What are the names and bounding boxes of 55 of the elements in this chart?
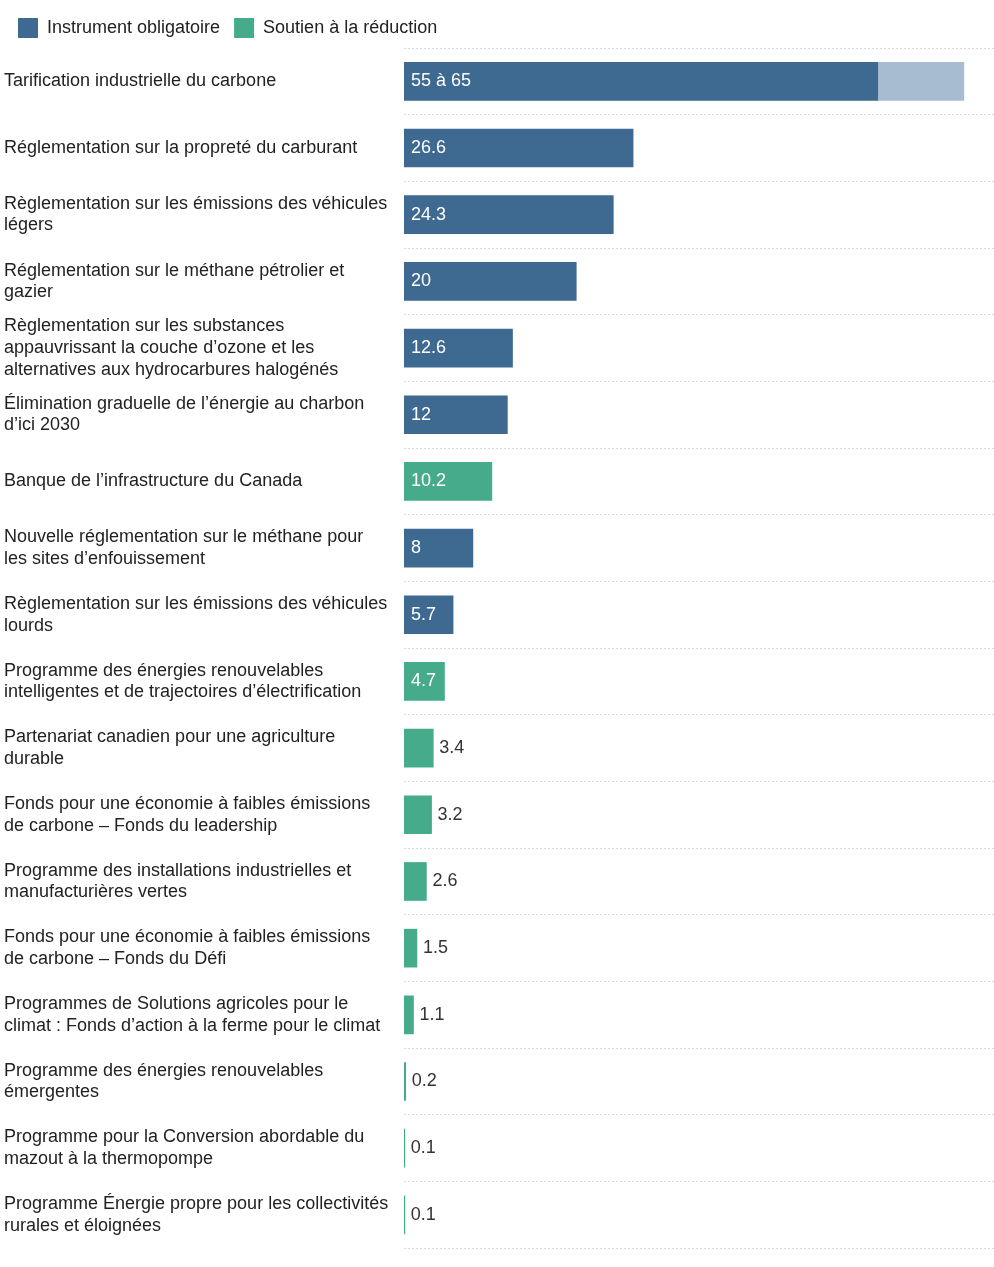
bar <box>404 262 577 301</box>
y-tick-label: Règlementation sur les substances appauvrissant la couche d’ozone et les alternatives aux hydrocarbures halogénés <box>4 315 339 379</box>
data-label: 20 <box>411 270 432 291</box>
bar <box>404 662 445 701</box>
y-tick-label: Réglementation sur le méthane pétrolier et gazier <box>4 259 345 302</box>
y-tick-label: Nouvelle réglementation sur le méthane pour les sites d’enfouissement <box>4 526 364 568</box>
y-tick-label: Programme pour la Conversion abordable du mazout à la thermopompe <box>4 1126 365 1168</box>
bar <box>404 395 508 435</box>
data-label: 24.3 <box>411 203 447 224</box>
bar <box>404 328 513 368</box>
bar <box>404 995 414 1035</box>
y-tick-label: Banque de l’infrastructure du Canada <box>4 470 304 491</box>
data-label: 3.2 <box>437 803 463 824</box>
data-label: 26.6 <box>411 136 447 157</box>
y-tick-label: Fonds pour une économie à faibles émissions de carbone – Fonds du leadership <box>4 792 371 835</box>
data-label: 12 <box>411 403 432 424</box>
bar <box>404 128 634 168</box>
y-tick-label: Règlementation sur les émissions des véhicules légers <box>4 192 388 235</box>
data-label: 0.2 <box>411 1070 437 1091</box>
bar <box>404 728 434 768</box>
data-label: 12.6 <box>411 337 447 358</box>
data-label: 1.5 <box>422 937 448 958</box>
bar <box>404 1062 407 1101</box>
data-label: 8 <box>411 537 422 558</box>
y-tick-label: Règlementation sur les émissions des véhicules lourds <box>4 592 388 635</box>
y-tick-label: Programme des énergies renouvelables émergentes <box>4 1059 324 1102</box>
y-tick-label: Programme Énergie propre pour les collectivités rurales et éloignées <box>4 1193 389 1235</box>
y-tick-label: Réglementation sur la propreté du carburant <box>4 136 358 157</box>
bar <box>404 928 418 968</box>
y-tick-label: Programme des énergies renouvelables intelligentes et de trajectoires d’électrification <box>4 659 362 702</box>
y-tick-label: Partenariat canadien pour une agriculture durable <box>4 726 336 768</box>
data-label: 1.1 <box>419 1003 445 1024</box>
data-label: 10.2 <box>411 470 447 491</box>
data-label: 2.6 <box>432 870 458 891</box>
bar <box>404 595 454 635</box>
bar <box>404 862 427 901</box>
y-tick-label: Tarification industrielle du carbone <box>4 70 277 91</box>
y-tick-label: Élimination graduelle de l’énergie au charbon d’ici 2030 <box>4 392 365 435</box>
data-label: 5.7 <box>411 603 437 624</box>
data-label: 0.1 <box>410 1203 436 1224</box>
data-label: 0.1 <box>410 1137 436 1158</box>
bar <box>404 462 493 501</box>
legend-label: Soutien à la réduction <box>263 16 438 37</box>
bar <box>404 795 432 835</box>
bar <box>404 195 614 235</box>
y-tick-label: Programme des installations industrielles et manufacturières vertes <box>4 859 352 902</box>
bar <box>877 62 965 101</box>
bar <box>404 528 474 568</box>
y-tick-label: Fonds pour une économie à faibles émissions de carbone – Fonds du Défi <box>4 926 371 968</box>
y-tick-label: Programmes de Solutions agricoles pour le climat : Fonds d’action à la ferme pour le climat <box>4 993 381 1035</box>
legend-label: Instrument obligatoire <box>47 16 221 37</box>
bar <box>404 62 879 101</box>
data-label: 3.4 <box>439 737 465 758</box>
data-label: 55 à 65 <box>411 70 472 91</box>
data-label: 4.7 <box>411 670 437 691</box>
